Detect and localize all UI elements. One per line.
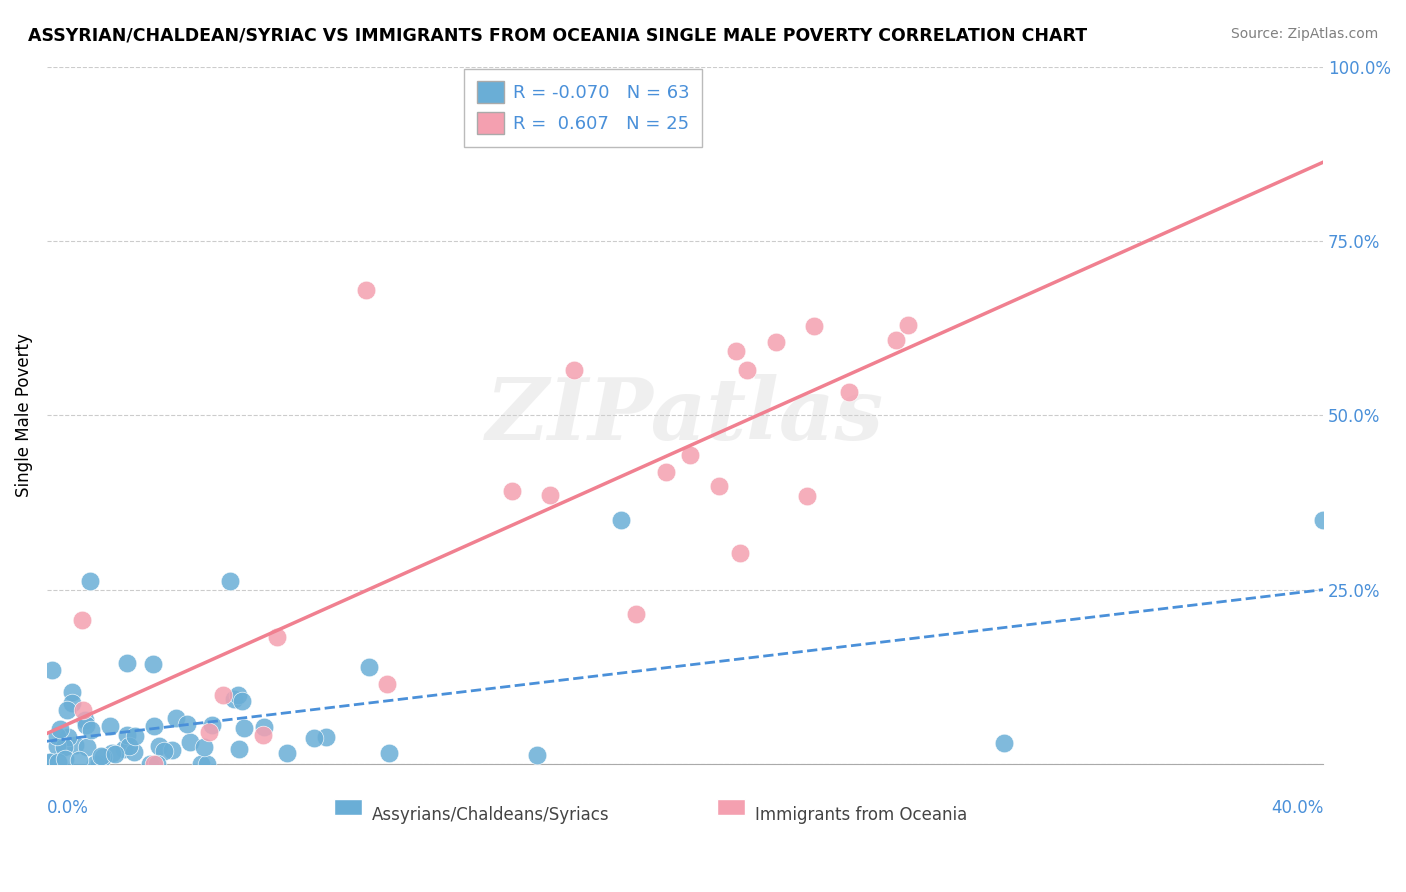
Point — [72, 703, 94, 717]
Point — [176, 716, 198, 731]
Point — [222, 692, 245, 706]
Point — [41, 664, 63, 678]
Point — [228, 742, 250, 756]
Point — [993, 736, 1015, 750]
Point — [90, 749, 112, 764]
Point — [100, 719, 122, 733]
Point — [79, 574, 101, 588]
Point — [117, 728, 139, 742]
Point — [803, 319, 825, 334]
Point — [53, 752, 76, 766]
Point — [724, 343, 747, 358]
Point — [193, 740, 215, 755]
Point — [46, 739, 69, 753]
Point — [302, 731, 325, 746]
FancyBboxPatch shape — [335, 799, 363, 814]
Point — [226, 688, 249, 702]
Text: 40.0%: 40.0% — [1271, 799, 1323, 817]
Point — [60, 696, 83, 710]
Point — [201, 718, 224, 732]
Point — [104, 747, 127, 761]
Point — [56, 703, 79, 717]
Text: Source: ZipAtlas.com: Source: ZipAtlas.com — [1230, 27, 1378, 41]
Text: Immigrants from Oceania: Immigrants from Oceania — [755, 806, 967, 824]
Point — [39, 756, 62, 770]
Point — [91, 750, 114, 764]
Point — [253, 720, 276, 734]
Point — [501, 484, 523, 499]
Point — [679, 448, 702, 462]
Point — [46, 729, 69, 743]
Point — [796, 490, 818, 504]
Point — [884, 333, 907, 347]
Point — [538, 488, 561, 502]
Point — [67, 753, 90, 767]
Point — [231, 694, 253, 708]
Point — [112, 741, 135, 756]
Point — [624, 607, 647, 621]
Point — [101, 746, 124, 760]
Point — [115, 656, 138, 670]
Point — [49, 722, 72, 736]
Point — [146, 756, 169, 771]
Point — [735, 363, 758, 377]
Point — [897, 318, 920, 332]
Point — [142, 657, 165, 672]
Point — [148, 739, 170, 753]
Point — [232, 721, 254, 735]
Point — [765, 334, 787, 349]
Point — [138, 756, 160, 771]
Point — [266, 631, 288, 645]
Point — [75, 713, 97, 727]
Point — [218, 574, 240, 588]
Text: 0.0%: 0.0% — [46, 799, 89, 817]
Point — [53, 740, 76, 755]
Point — [118, 739, 141, 754]
Point — [1312, 513, 1334, 527]
Point — [143, 719, 166, 733]
Point — [315, 730, 337, 744]
Point — [211, 689, 233, 703]
Point — [375, 677, 398, 691]
Legend: R = -0.070   N = 63, R =  0.607   N = 25: R = -0.070 N = 63, R = 0.607 N = 25 — [464, 69, 702, 147]
Point — [80, 723, 103, 738]
Point — [143, 756, 166, 771]
Point — [70, 614, 93, 628]
Point — [526, 748, 548, 763]
Point — [76, 739, 98, 754]
Point — [39, 755, 62, 769]
Point — [65, 739, 87, 753]
Text: Assyrians/Chaldeans/Syriacs: Assyrians/Chaldeans/Syriacs — [373, 806, 610, 824]
Point — [252, 728, 274, 742]
Point — [75, 718, 97, 732]
Point — [46, 755, 69, 769]
Point — [195, 756, 218, 771]
Point — [707, 479, 730, 493]
Point — [655, 465, 678, 479]
Point — [276, 747, 298, 761]
Point — [87, 756, 110, 771]
Point — [160, 743, 183, 757]
Point — [354, 283, 377, 297]
Point — [84, 756, 107, 771]
FancyBboxPatch shape — [717, 799, 745, 814]
Point — [122, 745, 145, 759]
Point — [60, 685, 83, 699]
Y-axis label: Single Male Poverty: Single Male Poverty — [15, 334, 32, 498]
Point — [179, 735, 201, 749]
Point — [359, 660, 381, 674]
Point — [56, 731, 79, 745]
Point — [153, 743, 176, 757]
Point — [165, 711, 187, 725]
Point — [562, 362, 585, 376]
Point — [838, 385, 860, 400]
Point — [124, 729, 146, 743]
Point — [728, 546, 751, 560]
Point — [198, 724, 221, 739]
Point — [190, 756, 212, 771]
Point — [610, 513, 633, 527]
Text: ASSYRIAN/CHALDEAN/SYRIAC VS IMMIGRANTS FROM OCEANIA SINGLE MALE POVERTY CORRELAT: ASSYRIAN/CHALDEAN/SYRIAC VS IMMIGRANTS F… — [28, 27, 1087, 45]
Point — [378, 746, 401, 760]
Text: ZIPatlas: ZIPatlas — [486, 374, 884, 458]
